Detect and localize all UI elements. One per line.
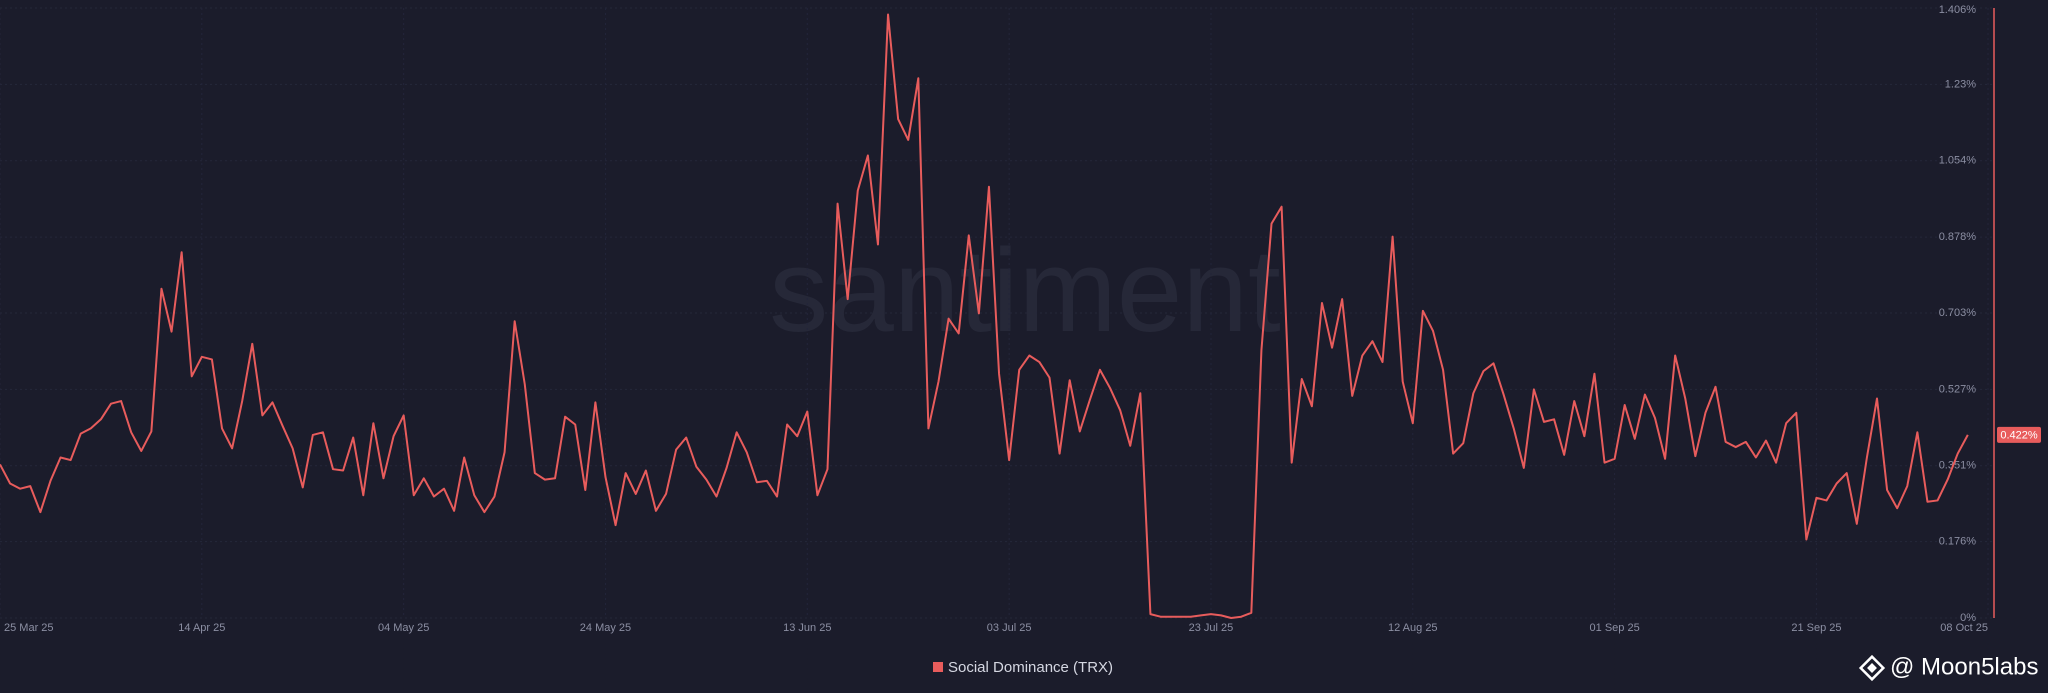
y-tick-label: 1.23% (1945, 78, 1976, 90)
x-tick-label: 08 Oct 25 (1940, 622, 1988, 634)
x-tick-label: 01 Sep 25 (1590, 622, 1640, 634)
y-tick-label: 0.527% (1939, 383, 1977, 395)
x-tick-label: 21 Sep 25 (1791, 622, 1841, 634)
x-tick-label: 03 Jul 25 (987, 622, 1032, 634)
y-tick-label: 0.703% (1939, 307, 1977, 319)
x-tick-label: 13 Jun 25 (783, 622, 831, 634)
x-tick-label: 04 May 25 (378, 622, 429, 634)
icon-diamond (1858, 654, 1886, 682)
credit-icon (1858, 654, 1886, 682)
x-tick-label: 12 Aug 25 (1388, 622, 1438, 634)
y-tick-label: 0.878% (1939, 231, 1977, 243)
current-value-label: 0.422% (2000, 429, 2038, 441)
current-value-tag (1997, 426, 2041, 443)
series-line (0, 13, 1969, 619)
legend-swatch (933, 662, 943, 672)
y-tick-label: 0.351% (1939, 460, 1977, 472)
x-tick-label: 24 May 25 (580, 622, 631, 634)
x-tick-label: 14 Apr 25 (178, 622, 225, 634)
y-tick-label: 0.176% (1939, 536, 1977, 548)
y-tick-label: 1.054% (1939, 155, 1977, 167)
y-tick-label: 1.406% (1939, 4, 1977, 16)
icon-core (1867, 663, 1877, 673)
x-tick-label: 23 Jul 25 (1189, 622, 1234, 634)
legend-label: Social Dominance (TRX) (948, 659, 1113, 676)
y-tick-label: 0% (1960, 612, 1976, 624)
x-tick-label: 25 Mar 25 (4, 622, 54, 634)
watermark: santiment (769, 225, 1281, 357)
credit: @ Moon5labs (1890, 653, 2038, 680)
